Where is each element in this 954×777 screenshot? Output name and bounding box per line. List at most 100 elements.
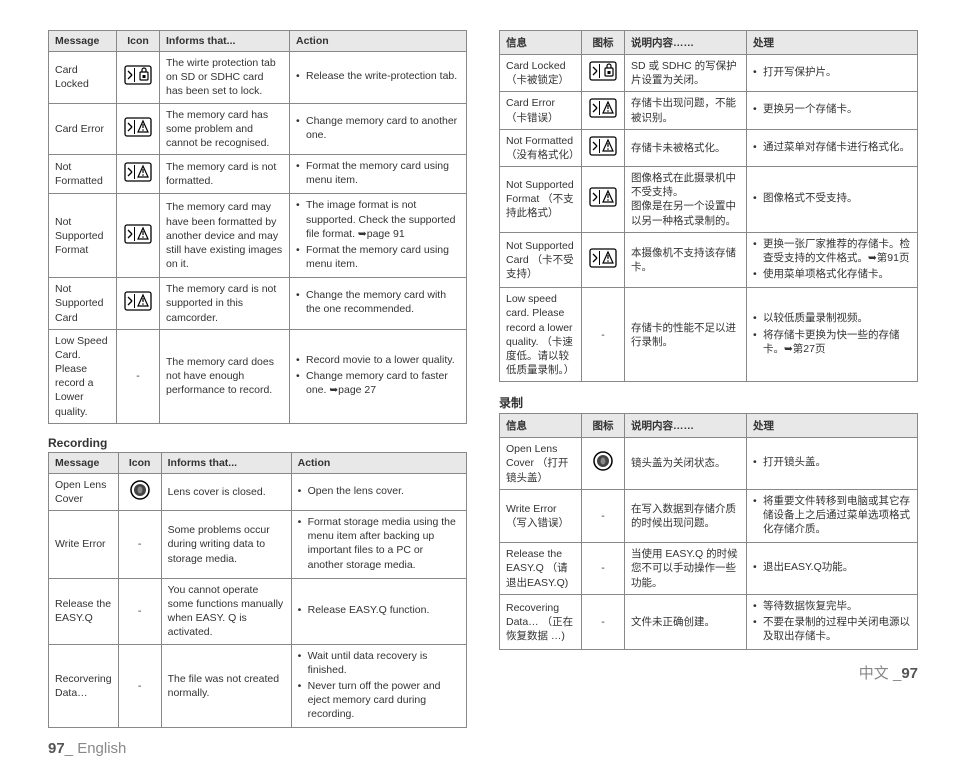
page-columns: Message Icon Informs that... Action Card… xyxy=(48,30,918,757)
cell-action: 更换一张厂家推荐的存储卡。检查受支持的文件格式。➥第91页使用菜单项格式化存储卡… xyxy=(747,232,918,288)
cell-message: Not Supported Card xyxy=(49,278,117,330)
table-row: Not Supported Format The memory card may … xyxy=(49,194,467,278)
th-desc-cn: 说明内容…… xyxy=(625,414,747,438)
left-column: Message Icon Informs that... Action Card… xyxy=(48,30,467,757)
right-column: 信息 图标 说明内容…… 处理 Card Locked （卡被锁定）SD 或 S… xyxy=(499,30,918,757)
table-row: Not Formatted （没有格式化） 存储卡未被格式化。通过菜单对存储卡进行… xyxy=(500,129,918,166)
cell-message: Low Speed Card. Please record a Lower qu… xyxy=(49,329,117,423)
cell-message: Open Lens Cover xyxy=(49,473,119,510)
cell-informs: The file was not created normally. xyxy=(161,644,291,728)
cell-icon xyxy=(117,278,160,330)
cell-icon xyxy=(582,167,625,233)
table-row: Card Locked （卡被锁定）SD 或 SDHC 的写保护片设置为关闭。打… xyxy=(500,55,918,92)
table-row: Open Lens Cover （打开镜头盖）镜头盖为关闭状态。打开镜头盖。 xyxy=(500,438,918,490)
cell-action: Open the lens cover. xyxy=(291,473,466,510)
th-icon: Icon xyxy=(118,452,161,473)
cell-informs: The memory card has some problem and can… xyxy=(160,103,290,155)
cell-icon xyxy=(582,55,625,92)
cell-informs: You cannot operate some functions manual… xyxy=(161,578,291,644)
table-row: Open Lens Cover Lens cover is closed.Open… xyxy=(49,473,467,510)
table-row: Card Locked The wirte protection tab on S… xyxy=(49,52,467,104)
cell-action: 等待数据恢复完毕。不要在录制的过程中关闭电源以及取出存储卡。 xyxy=(747,594,918,650)
th-desc-cn: 说明内容…… xyxy=(625,31,747,55)
table-row: Low Speed Card. Please record a Lower qu… xyxy=(49,329,467,423)
table-row: Not Formatted The memory card is not form… xyxy=(49,155,467,194)
cell-action: Record movie to a lower quality.Change m… xyxy=(290,329,467,423)
th-message: Message xyxy=(49,452,119,473)
th-action-cn: 处理 xyxy=(747,31,918,55)
th-info-cn: 信息 xyxy=(500,414,582,438)
cell-icon: - xyxy=(118,578,161,644)
th-info-cn: 信息 xyxy=(500,31,582,55)
left-footer: 97_ English xyxy=(48,740,467,757)
cell-action: 更换另一个存储卡。 xyxy=(747,92,918,129)
cell-action: 以较低质量录制视频。将存储卡更换为快一些的存储卡。➥第27页 xyxy=(747,288,918,382)
table-row: Card Error （卡错误） 存储卡出现问题，不能被识别。更换另一个存储卡。 xyxy=(500,92,918,129)
cell-informs: 本摄像机不支持该存储卡。 xyxy=(625,232,747,288)
cell-action: 通过菜单对存储卡进行格式化。 xyxy=(747,129,918,166)
right-table-2: 信息 图标 说明内容…… 处理 Open Lens Cover （打开镜头盖）镜… xyxy=(499,413,918,650)
table-row: Not Supported Card The memory card is not… xyxy=(49,278,467,330)
page-num-left: 97_ English xyxy=(48,740,126,757)
cell-icon: - xyxy=(582,288,625,382)
table-row: Release the EASY.Q （请退出EASY.Q)-当使用 EASY.… xyxy=(500,543,918,595)
cell-icon xyxy=(117,103,160,155)
table-row: Recovering Data… （正在恢复数据 …)-文件未正确创建。等待数据… xyxy=(500,594,918,650)
cell-informs: Some problems occur during writing data … xyxy=(161,511,291,579)
cell-message: Card Locked （卡被锁定） xyxy=(500,55,582,92)
cell-message: Not Formatted xyxy=(49,155,117,194)
cell-icon: - xyxy=(117,329,160,423)
cell-informs: The memory card may have been formatted … xyxy=(160,194,290,278)
cell-message: Not Supported Card （卡不受支持） xyxy=(500,232,582,288)
cell-action: Change the memory card with the one reco… xyxy=(290,278,467,330)
cell-message: Not Formatted （没有格式化） xyxy=(500,129,582,166)
cell-message: Recorvering Data… xyxy=(49,644,119,728)
right-table-1: 信息 图标 说明内容…… 处理 Card Locked （卡被锁定）SD 或 S… xyxy=(499,30,918,382)
table-row: Not Supported Card （卡不受支持） 本摄像机不支持该存储卡。更换… xyxy=(500,232,918,288)
cell-action: Release the write-protection tab. xyxy=(290,52,467,104)
cell-informs: 存储卡的性能不足以进行录制。 xyxy=(625,288,747,382)
cell-message: Card Error （卡错误） xyxy=(500,92,582,129)
cell-informs: The memory card is not formatted. xyxy=(160,155,290,194)
th-icon-cn: 图标 xyxy=(582,414,625,438)
cell-informs: Lens cover is closed. xyxy=(161,473,291,510)
cell-icon: - xyxy=(582,594,625,650)
cell-action: 图像格式不受支持。 xyxy=(747,167,918,233)
cell-action: 打开写保护片。 xyxy=(747,55,918,92)
left-table-2: Message Icon Informs that... Action Open… xyxy=(48,452,467,729)
table-row: Not Supported Format （不支持此格式）图像格式在此摄录机中不… xyxy=(500,167,918,233)
cell-icon xyxy=(117,194,160,278)
cell-informs: 存储卡出现问题，不能被识别。 xyxy=(625,92,747,129)
right-footer: 中文 _97 xyxy=(499,662,918,683)
cell-informs: 图像格式在此摄录机中不受支持。图像是在另一个设置中以另一种格式录制的。 xyxy=(625,167,747,233)
cell-informs: The memory card does not have enough per… xyxy=(160,329,290,423)
cell-action: 打开镜头盖。 xyxy=(747,438,918,490)
table-row: Recorvering Data…-The file was not creat… xyxy=(49,644,467,728)
section-title-recording: Recording xyxy=(48,436,467,450)
cell-message: Release the EASY.Q xyxy=(49,578,119,644)
right-t2-body: Open Lens Cover （打开镜头盖）镜头盖为关闭状态。打开镜头盖。Wr… xyxy=(500,438,918,650)
cell-action: Format storage media using the menu item… xyxy=(291,511,466,579)
cell-icon xyxy=(582,129,625,166)
cell-message: Write Error xyxy=(49,511,119,579)
cell-informs: The memory card is not supported in this… xyxy=(160,278,290,330)
left-t1-body: Card Locked The wirte protection tab on S… xyxy=(49,52,467,424)
cell-message: Not Supported Format xyxy=(49,194,117,278)
cell-action: Format the memory card using menu item. xyxy=(290,155,467,194)
cell-action: Change memory card to another one. xyxy=(290,103,467,155)
table-row: Write Error （写入错误）-在写入数据到存储介质的时候出现问题。将重要… xyxy=(500,489,918,543)
th-icon: Icon xyxy=(117,31,160,52)
cell-message: Card Locked xyxy=(49,52,117,104)
th-action: Action xyxy=(290,31,467,52)
cell-action: Wait until data recovery is finished.Nev… xyxy=(291,644,466,728)
cell-icon: - xyxy=(118,511,161,579)
th-icon-cn: 图标 xyxy=(582,31,625,55)
left-table-1: Message Icon Informs that... Action Card… xyxy=(48,30,467,424)
cell-informs: 存储卡未被格式化。 xyxy=(625,129,747,166)
cell-action: 退出EASY.Q功能。 xyxy=(747,543,918,595)
cell-action: 将重要文件转移到电脑或其它存储设备上之后通过菜单选项格式化存储介质。 xyxy=(747,489,918,543)
cell-informs: The wirte protection tab on SD or SDHC c… xyxy=(160,52,290,104)
cell-message: Release the EASY.Q （请退出EASY.Q) xyxy=(500,543,582,595)
table-row: Card ErrorThe memory card has some probl… xyxy=(49,103,467,155)
th-message: Message xyxy=(49,31,117,52)
